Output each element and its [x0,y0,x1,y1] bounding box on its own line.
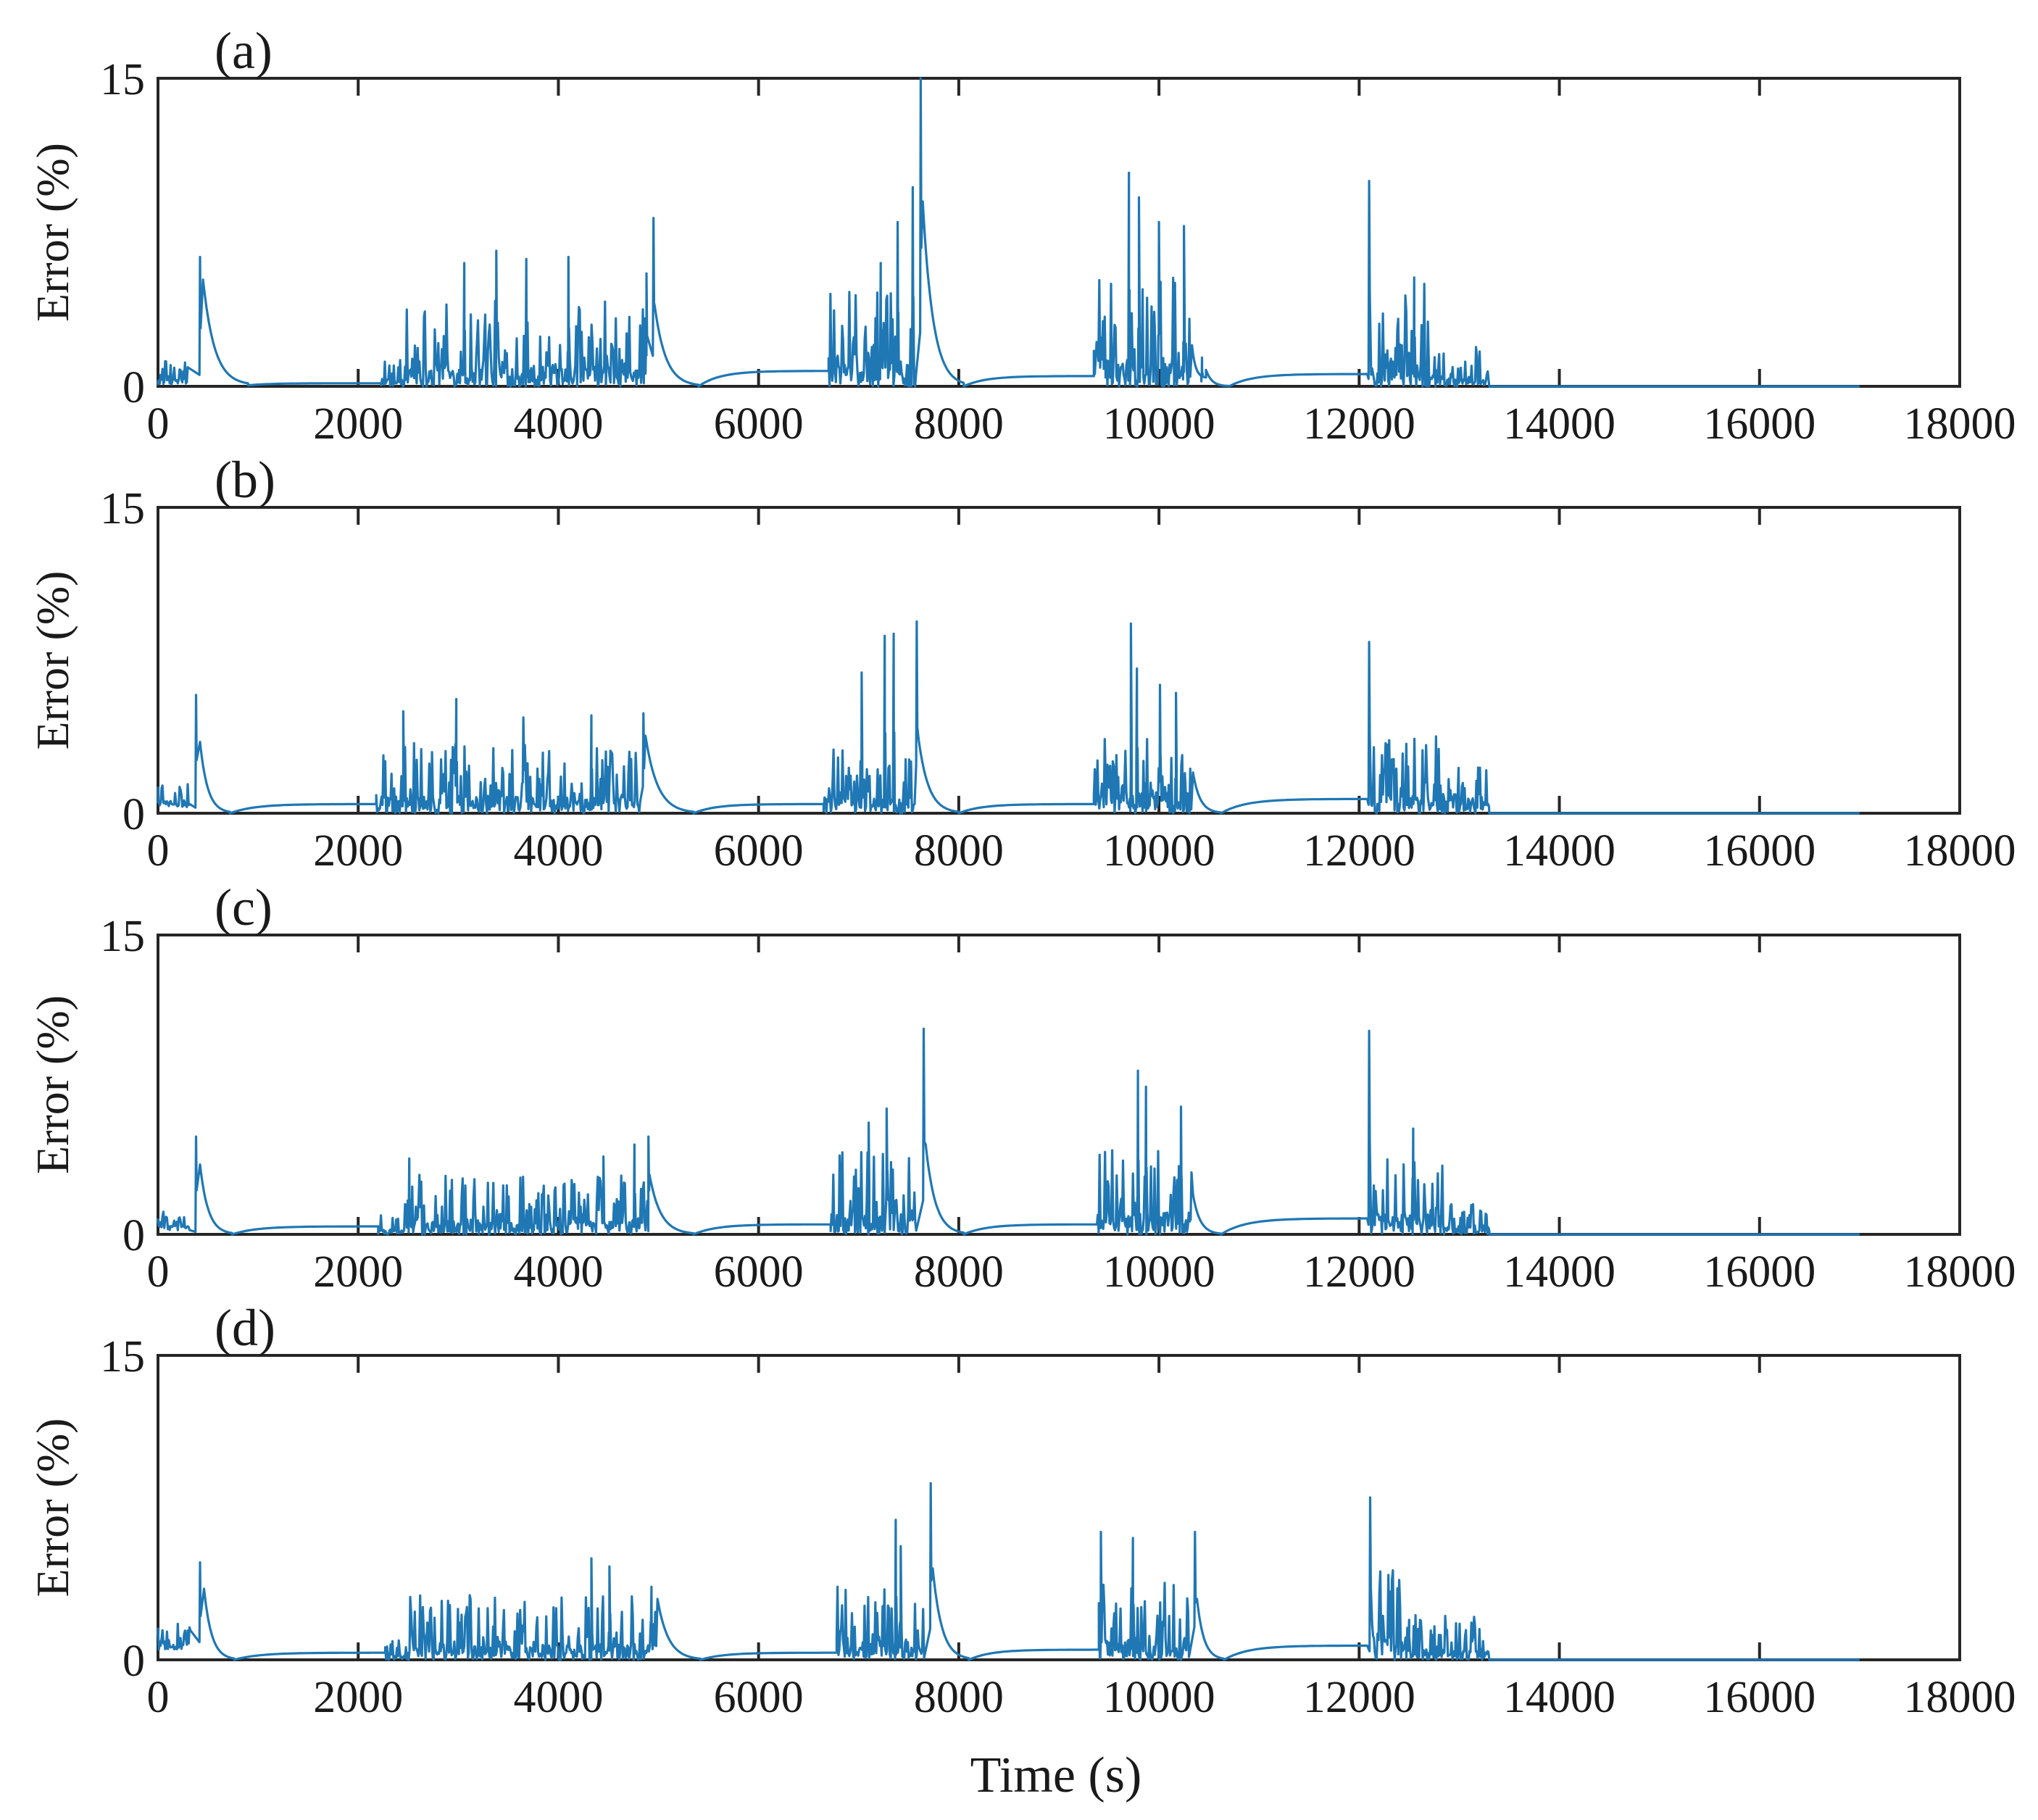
x-tick-label: 0 [147,826,170,876]
x-tick-label: 4000 [513,826,603,876]
axes-frame [157,934,1961,1236]
x-tick-label: 4000 [513,1247,603,1297]
y-tick-label: 0 [122,1211,145,1260]
x-tick-label: 16000 [1703,1673,1816,1722]
panel-d: 0 2000 4000 6000 8000 10000 12000 14000 16000 180… [27,1299,2016,1722]
panel-label: (b) [215,451,275,509]
x-axis-label: Time (s) [970,1748,1142,1803]
y-tick-label: 0 [122,790,145,839]
panel-b: 0 2000 4000 6000 8000 10000 12000 14000 16000 180… [27,451,2016,876]
panel-label: (d) [215,1299,275,1357]
x-tick-label: 6000 [714,1247,804,1297]
x-tick-label: 12000 [1303,826,1415,876]
y-axis-label: Error (%) [27,995,78,1174]
panel-label: (a) [215,22,273,80]
panel-a: 0 2000 4000 6000 8000 10000 12000 14000 16000 180… [27,22,2016,449]
x-tick-label: 8000 [914,826,1004,876]
x-tick-label: 10000 [1103,826,1215,876]
x-tick-label: 0 [147,1247,170,1297]
x-tick-label: 16000 [1703,1247,1816,1297]
x-tick-label: 14000 [1503,1247,1615,1297]
x-tick-label: 8000 [914,1673,1004,1722]
x-tick-label: 10000 [1103,1673,1215,1722]
error-series-line [157,1482,1860,1661]
x-tick-label: 16000 [1703,399,1816,449]
x-tick-label: 6000 [714,826,804,876]
x-tick-label: 10000 [1103,399,1215,449]
y-tick-label: 15 [100,484,145,533]
error-series-line [157,77,1860,388]
x-tick-label: 4000 [513,399,603,449]
panel-label: (c) [215,878,273,936]
x-tick-label: 2000 [313,1247,403,1297]
x-tick-label: 14000 [1503,399,1615,449]
axes-frame [157,77,1961,388]
x-tick-label: 4000 [513,1673,603,1722]
panel-c: 0 2000 4000 6000 8000 10000 12000 14000 16000 180… [27,878,2016,1297]
x-tick-label: 14000 [1503,826,1615,876]
x-tick-label: 2000 [313,399,403,449]
x-tick-label: 12000 [1303,399,1415,449]
error-series-line [157,1027,1860,1236]
x-tick-label: 10000 [1103,1247,1215,1297]
x-tick-label: 18000 [1904,399,2016,449]
x-tick-label: 8000 [914,399,1004,449]
y-tick-label: 15 [100,912,145,961]
x-tick-label: 14000 [1503,1673,1615,1722]
error-series-line [157,620,1860,815]
y-tick-label: 15 [100,55,145,104]
x-tick-label: 8000 [914,1247,1004,1297]
x-tick-label: 6000 [714,1673,804,1722]
y-tick-label: 0 [122,1637,145,1686]
y-axis-label: Error (%) [27,143,78,322]
x-tick-label: 12000 [1303,1673,1415,1722]
x-tick-label: 12000 [1303,1247,1415,1297]
y-axis-label: Error (%) [27,571,78,750]
x-tick-label: 18000 [1904,1673,2016,1722]
axes-frame [157,1354,1961,1661]
panels-container: 0 2000 4000 6000 8000 10000 12000 14000 16000 180… [27,22,2016,1722]
y-tick-label: 15 [100,1332,145,1381]
x-tick-label: 18000 [1904,826,2016,876]
x-tick-label: 0 [147,1673,170,1722]
x-tick-label: 0 [147,399,170,449]
x-tick-label: 16000 [1703,826,1816,876]
x-tick-label: 6000 [714,399,804,449]
x-tick-label: 18000 [1904,1247,2016,1297]
x-tick-label: 2000 [313,1673,403,1722]
y-axis-label: Error (%) [27,1418,78,1597]
y-tick-label: 0 [122,363,145,412]
axes-frame [157,506,1961,815]
x-tick-label: 2000 [313,826,403,876]
